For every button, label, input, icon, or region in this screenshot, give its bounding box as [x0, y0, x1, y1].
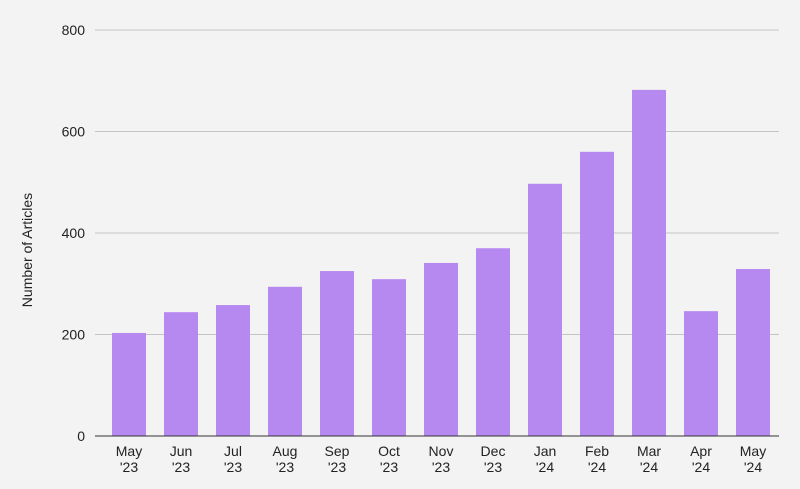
x-tick-label: May '23 — [116, 443, 142, 475]
x-tick-label: May '24 — [740, 443, 766, 475]
x-tick-label: Jul '23 — [224, 443, 242, 475]
y-tick-label: 400 — [62, 225, 86, 241]
bar — [320, 271, 354, 436]
bar — [164, 312, 198, 436]
bar — [632, 89, 666, 436]
x-tick-label: Nov '23 — [429, 443, 454, 475]
bar — [372, 279, 406, 436]
y-tick-label: 600 — [62, 124, 86, 140]
bar — [112, 332, 146, 436]
x-tick-label: Feb '24 — [585, 443, 609, 475]
bar — [216, 305, 250, 436]
bar — [424, 262, 458, 436]
x-tick-label: Apr '24 — [690, 443, 712, 475]
x-tick-label: Jun '23 — [170, 443, 193, 475]
bar — [476, 248, 510, 436]
x-tick-label: Oct '23 — [378, 443, 400, 475]
y-axis-label: Number of Articles — [19, 193, 35, 307]
bar — [736, 269, 770, 436]
x-tick-label: Aug '23 — [273, 443, 298, 475]
y-tick-label: 0 — [77, 428, 85, 444]
x-tick-label: Jan '24 — [534, 443, 557, 475]
x-tick-label: Sep '23 — [325, 443, 350, 475]
x-tick-label: Dec '23 — [481, 443, 506, 475]
bar — [528, 183, 562, 436]
x-tick-label: Mar '24 — [637, 443, 661, 475]
bar — [580, 151, 614, 437]
bar — [268, 286, 302, 436]
y-tick-label: 800 — [62, 22, 86, 38]
bar — [684, 311, 718, 436]
y-tick-label: 200 — [62, 327, 86, 343]
